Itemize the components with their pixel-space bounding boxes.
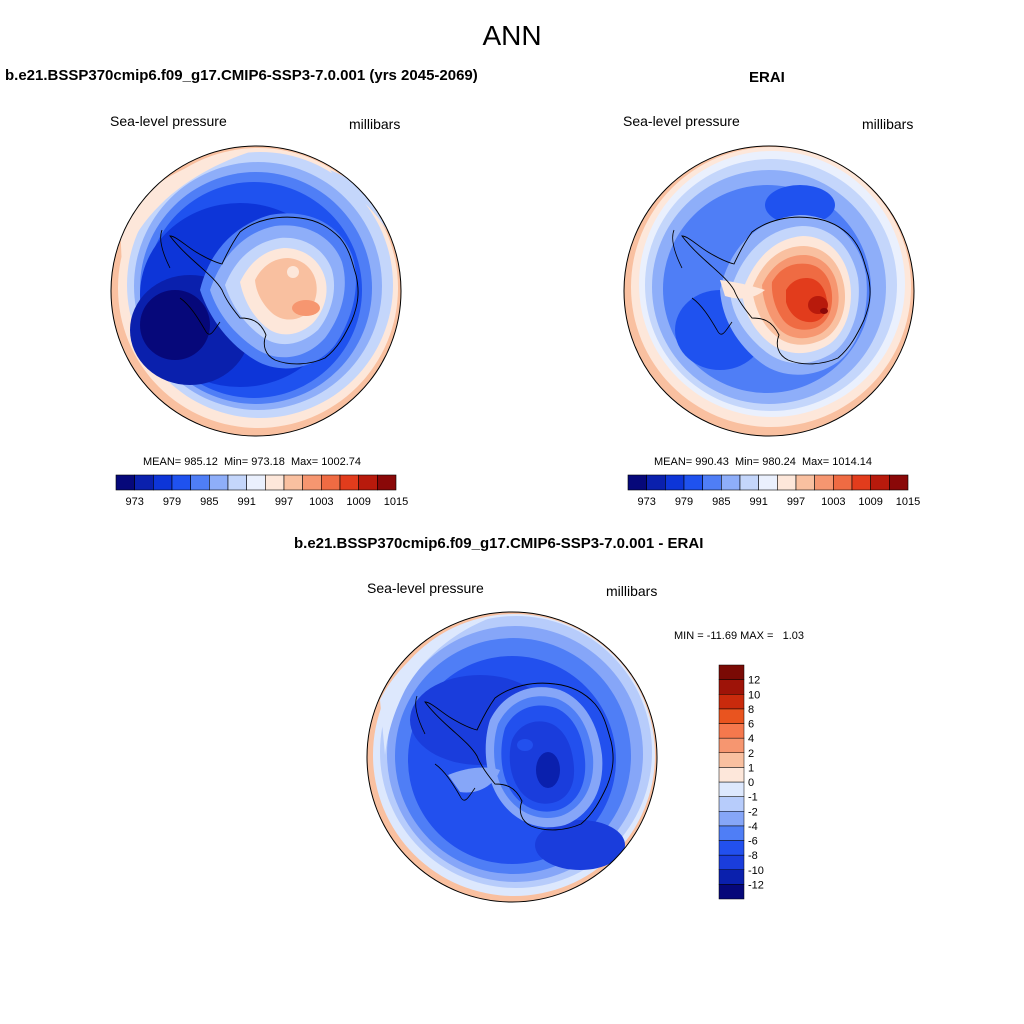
obs-colorbar-tick-label: 1009	[858, 496, 882, 508]
obs-colorbar-tick-label: 997	[787, 496, 805, 508]
diff-colorbar-box	[718, 840, 745, 856]
model-colorbar-tick-label: 1015	[384, 496, 408, 508]
diff-colorbar-box	[718, 737, 745, 753]
model-colorbar-box	[283, 474, 303, 491]
obs-colorbar-box	[721, 474, 741, 491]
model-colorbar-tick-label: 1009	[346, 496, 370, 508]
diff-colorbar-label: -2	[748, 806, 758, 818]
model-colorbar-box	[190, 474, 210, 491]
model-map	[110, 145, 402, 437]
model-colorbar-tick-label: 973	[125, 496, 143, 508]
diff-colorbar-box	[718, 811, 745, 827]
diff-colorbar-box	[718, 869, 745, 885]
diff-colorbar-box	[718, 723, 745, 739]
model-colorbar-box	[358, 474, 378, 491]
diff-colorbar-label: 4	[748, 733, 754, 745]
diff-panel-title: b.e21.BSSP370cmip6.f09_g17.CMIP6-SSP3-7.…	[294, 535, 704, 552]
diff-colorbar-box	[718, 752, 745, 768]
obs-colorbar: 973 979 985 991 997 1003 1009 1015	[627, 474, 920, 508]
diff-units-label: millibars	[606, 583, 658, 599]
diff-colorbar-label: 12	[748, 675, 760, 687]
diff-colorbar-box	[718, 825, 745, 841]
obs-colorbar-tick-label: 991	[749, 496, 767, 508]
diff-colorbar-box	[718, 679, 745, 695]
diff-colorbar-box	[718, 694, 745, 710]
diff-colorbar-label: 2	[748, 748, 754, 760]
diff-colorbar-box	[718, 884, 745, 900]
model-variable-label: Sea-level pressure	[110, 113, 227, 129]
model-colorbar-tick-label: 997	[275, 496, 293, 508]
figure-title: ANN	[482, 20, 542, 51]
obs-colorbar-box	[777, 474, 797, 491]
diff-stats: MIN = -11.69 MAX = 1.03	[674, 630, 805, 642]
obs-colorbar-box	[889, 474, 909, 491]
obs-colorbar-box	[702, 474, 722, 491]
diff-variable-label: Sea-level pressure	[367, 580, 484, 596]
diff-colorbar-label: -8	[748, 850, 758, 862]
model-colorbar-tick-label: 991	[237, 496, 255, 508]
model-colorbar-box	[209, 474, 229, 491]
obs-stats: MEAN= 990.43 Min= 980.24 Max= 1014.14	[654, 456, 873, 468]
diff-colorbar-box	[718, 708, 745, 724]
obs-map	[623, 145, 915, 437]
model-colorbar-box	[377, 474, 397, 491]
obs-colorbar-tick-label: 973	[637, 496, 655, 508]
obs-colorbar-box	[870, 474, 890, 491]
obs-colorbar-box	[814, 474, 834, 491]
model-units-label: millibars	[349, 116, 401, 132]
diff-colorbar-label: -10	[748, 865, 764, 877]
obs-colorbar-tick-label: 985	[712, 496, 730, 508]
obs-colorbar-box	[739, 474, 759, 491]
diff-colorbar-label: 0	[748, 777, 754, 789]
obs-panel-title: ERAI	[749, 69, 785, 86]
obs-colorbar-box	[795, 474, 815, 491]
diff-colorbar-box	[718, 664, 745, 680]
diff-colorbar-label: 1	[748, 762, 754, 774]
model-colorbar-box	[339, 474, 359, 491]
model-colorbar: 973 979 985 991 997 1003 1009 1015	[115, 474, 408, 508]
model-colorbar-box	[302, 474, 322, 491]
model-colorbar-tick-label: 1003	[309, 496, 333, 508]
model-colorbar-box	[171, 474, 191, 491]
model-panel-title: b.e21.BSSP370cmip6.f09_g17.CMIP6-SSP3-7.…	[5, 67, 478, 84]
obs-colorbar-box	[683, 474, 703, 491]
diff-colorbar-label: 6	[748, 719, 754, 731]
model-stats: MEAN= 985.12 Min= 973.18 Max= 1002.74	[143, 456, 362, 468]
diff-colorbar-box	[718, 781, 745, 797]
model-colorbar-box	[134, 474, 154, 491]
model-colorbar-box	[265, 474, 285, 491]
model-colorbar-box	[321, 474, 341, 491]
obs-colorbar-box	[646, 474, 666, 491]
obs-colorbar-box	[627, 474, 647, 491]
model-colorbar-box	[246, 474, 266, 491]
model-colorbar-tick-label: 985	[200, 496, 218, 508]
diff-colorbar-box	[718, 796, 745, 812]
model-colorbar-tick-label: 979	[163, 496, 181, 508]
obs-colorbar-tick-label: 979	[675, 496, 693, 508]
obs-colorbar-tick-label: 1015	[896, 496, 920, 508]
obs-colorbar-box	[851, 474, 871, 491]
model-colorbar-box	[153, 474, 173, 491]
diff-colorbar-box	[718, 767, 745, 783]
diff-colorbar-box	[718, 854, 745, 870]
diff-colorbar-label: 8	[748, 704, 754, 716]
obs-colorbar-box	[665, 474, 685, 491]
model-colorbar-box	[115, 474, 135, 491]
diff-map	[366, 611, 658, 903]
obs-colorbar-box	[833, 474, 853, 491]
obs-colorbar-tick-label: 1003	[821, 496, 845, 508]
diff-colorbar-label: -4	[748, 821, 758, 833]
diff-colorbar-label: -1	[748, 792, 758, 804]
model-colorbar-box	[227, 474, 247, 491]
diff-colorbar-label: 10	[748, 689, 760, 701]
obs-units-label: millibars	[862, 116, 914, 132]
diff-colorbar-label: -6	[748, 836, 758, 848]
diff-colorbar-label: -12	[748, 879, 764, 891]
obs-variable-label: Sea-level pressure	[623, 113, 740, 129]
obs-colorbar-box	[758, 474, 778, 491]
